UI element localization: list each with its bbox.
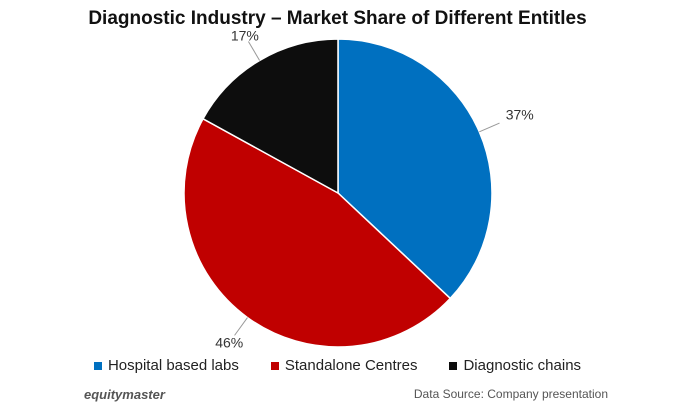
data-label-chains: 17%	[231, 27, 259, 43]
chart-title: Diagnostic Industry – Market Share of Di…	[88, 8, 587, 29]
legend-swatch	[93, 361, 102, 370]
leader-line-hospital	[479, 122, 500, 133]
data-source-note: Data Source: Company presentation	[413, 387, 608, 401]
legend-item-chains: Diagnostic chains	[449, 357, 581, 374]
legend-swatch	[449, 361, 458, 370]
pie-slice-standalone	[183, 117, 452, 348]
leader-line-chains	[247, 41, 261, 61]
pie-slice-hospital	[337, 38, 493, 300]
legend-label: Hospital based labs	[107, 357, 239, 374]
legend-item-standalone: Standalone Centres	[270, 357, 418, 374]
legend-label: Diagnostic chains	[463, 357, 582, 374]
legend-swatch	[270, 361, 279, 370]
data-label-hospital: 37%	[506, 106, 534, 122]
legend: Hospital based labs Standalone Centres D…	[0, 357, 675, 374]
legend-label: Standalone Centres	[284, 357, 418, 374]
legend-item-hospital: Hospital based labs	[93, 357, 239, 374]
data-label-standalone: 46%	[215, 335, 243, 351]
brand-logo: equitymaster	[84, 387, 165, 402]
leader-line-standalone	[234, 317, 248, 336]
